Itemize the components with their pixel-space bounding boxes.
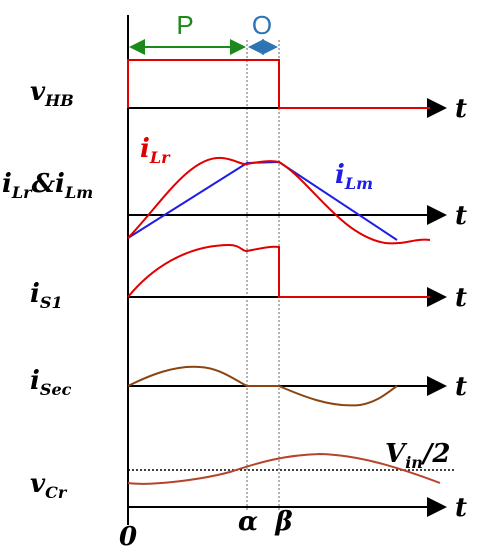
curve-label: iLm	[335, 160, 373, 193]
signal-label: iSec	[30, 366, 72, 399]
subscript: Lm	[64, 183, 93, 202]
symbol: /2	[420, 439, 451, 469]
axis-label: t	[455, 283, 467, 313]
axis-label: t	[455, 94, 467, 124]
subscript: Sec	[40, 380, 72, 399]
subscript: in	[405, 453, 423, 472]
guides	[127, 15, 455, 525]
signal-label: iLr&iLm	[2, 169, 93, 202]
signal-label: iS1	[30, 279, 63, 312]
signal-label: vCr	[30, 469, 68, 502]
curve-label: iLr	[140, 134, 171, 167]
subscript: Lr	[149, 148, 171, 167]
time-mark: α	[238, 507, 258, 537]
time-mark: β	[274, 507, 292, 537]
signal-label: vHB	[30, 77, 74, 110]
time-mark: 0	[119, 522, 137, 550]
symbol: i	[2, 169, 12, 199]
subscript: HB	[44, 91, 74, 110]
symbol: i	[30, 279, 40, 309]
subscript: Lr	[11, 183, 33, 202]
axis-label: t	[455, 493, 467, 523]
symbol: i	[140, 134, 150, 164]
symbol: v	[30, 469, 46, 499]
symbol: v	[30, 77, 46, 107]
phase-label: O	[252, 10, 272, 40]
symbol: i	[335, 160, 345, 190]
symbol: i	[30, 366, 40, 396]
symbol: V	[385, 439, 408, 469]
subscript: Lm	[344, 174, 373, 193]
subscript: Cr	[45, 483, 68, 502]
symbol: &i	[32, 169, 65, 199]
reference-label: Vin/2	[385, 439, 451, 472]
phase-label: P	[176, 10, 193, 40]
axis-label: t	[455, 201, 467, 231]
subscript: S1	[40, 293, 63, 312]
axis-label: t	[455, 372, 467, 402]
waveforms	[127, 59, 441, 485]
